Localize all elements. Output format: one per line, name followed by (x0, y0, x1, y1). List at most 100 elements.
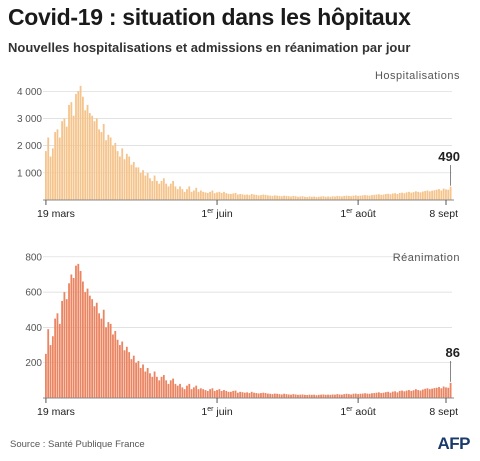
bar (125, 346, 128, 398)
bar (431, 388, 433, 398)
bar (310, 394, 313, 398)
bar (63, 118, 66, 200)
bar (273, 195, 276, 200)
bar (51, 148, 54, 200)
bar (276, 195, 279, 200)
bar (236, 194, 239, 200)
bar (396, 194, 399, 200)
bar (72, 115, 75, 200)
bar (51, 336, 54, 398)
bar (58, 323, 61, 398)
bar (257, 195, 260, 200)
bar (269, 195, 272, 200)
bar (424, 191, 427, 200)
bar (232, 193, 235, 200)
bar (61, 300, 63, 398)
x-tick-label: 1er juin (201, 406, 233, 418)
bar (209, 191, 211, 200)
bar (243, 392, 246, 398)
bar (449, 186, 452, 200)
bar (137, 360, 140, 398)
bar (294, 196, 297, 200)
x-tick-label: 1er août (340, 208, 376, 220)
bar (322, 394, 325, 398)
bar (250, 391, 253, 398)
bar (334, 196, 336, 200)
bar (255, 194, 258, 200)
bar (135, 167, 137, 200)
bar (227, 193, 230, 200)
bar (149, 373, 151, 398)
bar (151, 180, 154, 200)
bar (132, 355, 135, 398)
bar (394, 193, 396, 200)
x-tick-label: 19 mars (37, 406, 75, 418)
bar (412, 390, 415, 398)
bar (167, 383, 170, 398)
bar (313, 196, 316, 200)
bar (380, 393, 383, 398)
bar (172, 378, 174, 398)
bar (234, 390, 237, 398)
bar (371, 393, 373, 398)
bar (357, 195, 359, 200)
bar (165, 183, 168, 200)
bar (320, 394, 322, 398)
bar (169, 183, 172, 200)
bar (366, 393, 369, 398)
bar (417, 191, 420, 200)
bar (306, 197, 309, 200)
reanimation-chart: 200 400 600 800 19 mars 1er juin 1er août 8 sep… (25, 252, 460, 418)
bar (183, 389, 186, 398)
bar (241, 392, 244, 398)
bar (269, 393, 272, 398)
bar (109, 137, 112, 200)
bar (290, 394, 292, 398)
bar (151, 376, 154, 398)
bar (415, 389, 417, 398)
bar (273, 393, 276, 398)
bar (264, 393, 267, 398)
bar (63, 292, 66, 398)
bar (54, 132, 57, 200)
bar (47, 329, 50, 398)
bar (216, 390, 218, 398)
bar (283, 393, 285, 398)
bar (246, 392, 248, 398)
bar (317, 196, 320, 200)
bar (236, 392, 239, 398)
bar (373, 393, 376, 398)
bar (114, 142, 117, 200)
bar (378, 194, 380, 200)
bar (116, 151, 119, 200)
bar (421, 191, 424, 200)
bar (132, 161, 135, 200)
bar (280, 394, 283, 398)
bar (75, 94, 77, 200)
bar (146, 172, 149, 200)
bar (445, 387, 447, 398)
bar (445, 189, 447, 200)
y-tick-label: 800 (25, 252, 42, 263)
bar (368, 195, 371, 200)
bar (167, 186, 170, 200)
bar (45, 151, 47, 200)
panel-label: Réanimation (393, 252, 460, 264)
bar (179, 186, 181, 200)
bar (357, 394, 359, 398)
bar (283, 195, 285, 200)
y-tick-label: 1 000 (17, 168, 42, 179)
bar (188, 186, 191, 200)
bar (100, 132, 103, 200)
bar (394, 391, 396, 398)
bar (86, 104, 89, 200)
bar (262, 392, 265, 398)
bar (338, 196, 341, 200)
bar (123, 159, 126, 200)
bar (223, 191, 225, 200)
bar (410, 192, 413, 200)
bar (172, 180, 174, 200)
bar (88, 113, 91, 200)
bar (82, 281, 84, 398)
bar (65, 126, 68, 200)
